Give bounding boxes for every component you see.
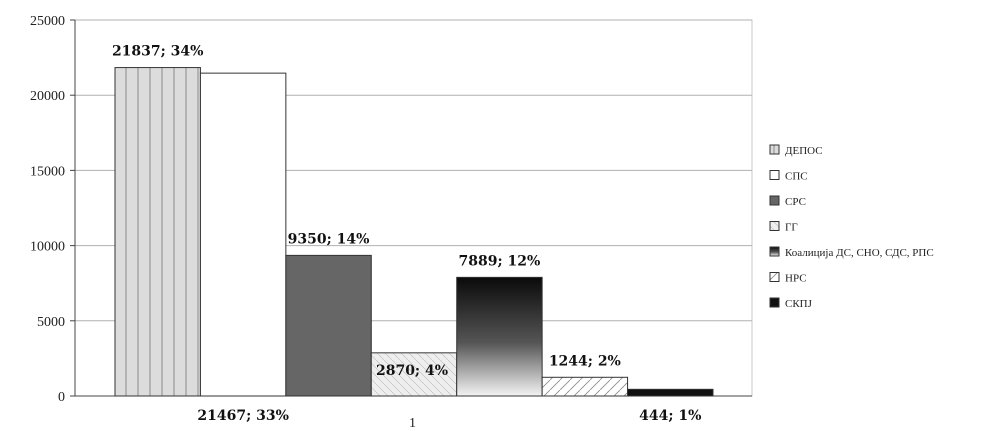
data-label-1: 21837; 34% <box>112 44 204 60</box>
data-label-2: 21467; 33% <box>197 408 289 424</box>
data-label-5: 7889; 12% <box>459 253 541 269</box>
bar-2 <box>199 72 287 397</box>
data-labels: 21837; 34% 21467; 33% 9350; 14% 2870; 4% 788… <box>112 44 702 424</box>
legend-label-4: ГГ <box>785 222 798 234</box>
y-tick-label: 25000 <box>30 14 65 29</box>
legend-label-7: СКПЈ <box>785 298 813 310</box>
legend-label-3: СРС <box>785 196 806 208</box>
bar-5 <box>456 276 543 397</box>
x-category-label: 1 <box>409 416 416 431</box>
bars <box>114 67 714 397</box>
legend-swatch-3 <box>769 195 780 206</box>
bar-6 <box>541 376 629 397</box>
legend-swatch-4 <box>769 221 780 231</box>
legend-label-1: ДЕПОС <box>785 145 823 157</box>
y-tick-label: 15000 <box>30 164 65 179</box>
bar-4 <box>370 352 458 397</box>
legend-swatch-2 <box>769 170 780 180</box>
legend-swatch-1 <box>769 144 780 155</box>
data-label-6: 1244; 2% <box>549 353 621 369</box>
bar-1 <box>114 67 201 397</box>
data-label-4: 2870; 4% <box>376 363 448 379</box>
legend-swatch-5 <box>769 246 780 257</box>
data-label-7: 444; 1% <box>639 408 701 424</box>
y-tick-label: 10000 <box>30 240 65 255</box>
legend-swatch-7 <box>769 297 780 308</box>
bar-3 <box>285 254 372 397</box>
data-label-3: 9350; 14% <box>288 231 370 247</box>
y-tick-label: 20000 <box>30 89 65 104</box>
bar-7 <box>627 388 714 397</box>
legend-label-2: СПС <box>785 171 808 183</box>
y-tick-label: 5000 <box>37 315 65 330</box>
legend-label-6: НРС <box>785 273 807 285</box>
legend-swatch-6 <box>769 272 780 282</box>
legend-label-5: Коалиција ДС, СНО, СДС, РПС <box>785 247 934 259</box>
legend: ДЕПОС СПС СРС ГГ Коалиција ДС, СНО, СДС, РПС… <box>769 144 934 310</box>
y-tick-label: 0 <box>58 390 65 405</box>
